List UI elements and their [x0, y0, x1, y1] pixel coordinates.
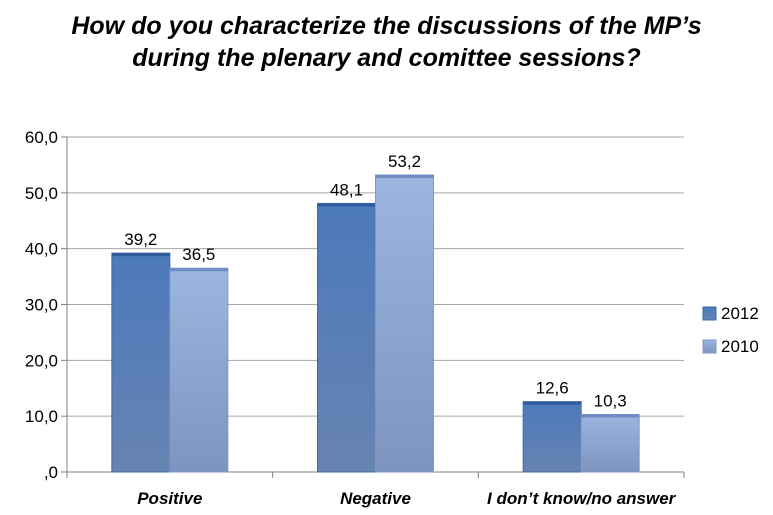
bar-top-highlight — [317, 203, 376, 207]
bar-2012-2 — [522, 401, 582, 473]
data-label: 39,2 — [124, 230, 157, 249]
bar-top-highlight — [375, 174, 434, 178]
legend-swatch-2012 — [702, 306, 717, 321]
legend-label-2010: 2010 — [721, 337, 759, 356]
y-tick-label: 30,0 — [25, 296, 58, 315]
y-tick-label: 20,0 — [25, 351, 58, 370]
bars — [111, 174, 640, 473]
data-label: 10,3 — [594, 391, 627, 410]
labels: 39,2 36,5 Positive 48,1 53,2 Negative 12,6 10,3… — [124, 152, 676, 508]
x-category-label: Negative — [340, 489, 411, 508]
y-tick-label: ,0 — [44, 463, 58, 482]
chart-title-line-1: How do you characterize the discussions … — [71, 12, 702, 40]
bar-2010-2 — [580, 413, 640, 473]
bar-2010-0 — [169, 267, 229, 473]
bar-2010-1 — [375, 174, 434, 473]
chart-title-line-2: during the plenary and comittee sessions… — [132, 44, 641, 72]
data-label: 53,2 — [388, 152, 421, 171]
bar-top-highlight — [169, 268, 228, 272]
bar-top-highlight — [523, 401, 582, 405]
legend: 2012 2010 — [702, 304, 759, 356]
y-tick-label: 50,0 — [25, 184, 58, 203]
bar-2012-0 — [111, 252, 171, 473]
y-tick-label: 10,0 — [25, 407, 58, 426]
data-label: 12,6 — [536, 379, 569, 398]
legend-swatch-2010 — [702, 339, 717, 354]
data-label: 48,1 — [330, 180, 363, 199]
x-category-label: Positive — [137, 489, 202, 508]
legend-label-2012: 2012 — [721, 304, 759, 323]
y-tick-label: 40,0 — [25, 240, 58, 259]
bar-2012-1 — [317, 202, 376, 473]
x-category-label: I don’t know/no answer — [487, 489, 677, 508]
chart-title: How do you characterize the discussions … — [0, 10, 773, 74]
bar-top-highlight — [111, 253, 170, 257]
y-tick-label: 60,0 — [25, 128, 58, 147]
data-label: 36,5 — [182, 245, 215, 264]
bar-top-highlight — [581, 414, 640, 418]
